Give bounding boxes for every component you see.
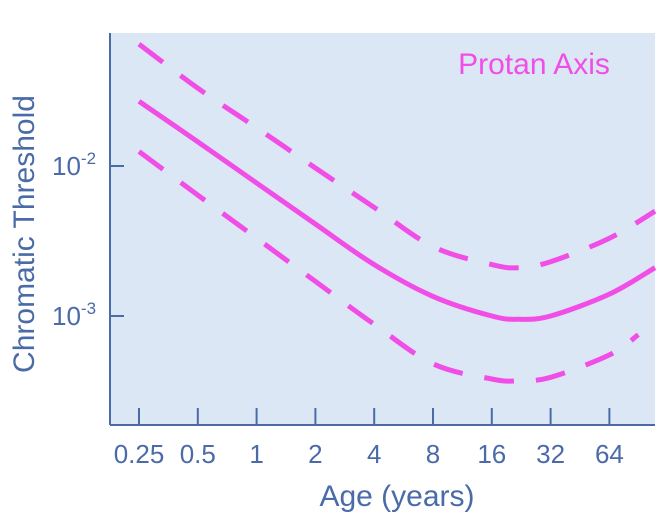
x-tick-label: 0.5 [180, 439, 216, 469]
series-line-3-dashed [137, 149, 640, 384]
x-tick-label: 8 [426, 439, 440, 469]
y-tick-exponent: -3 [81, 299, 96, 318]
series-line-1-dashed [137, 42, 657, 271]
y-tick-label: 10-3 [52, 299, 96, 331]
series-line-2-solid [137, 99, 657, 322]
x-tick-label: 0.25 [114, 439, 165, 469]
y-tick-base: 10 [52, 151, 81, 181]
y-axis-title: Chromatic Threshold [8, 95, 41, 373]
x-tick-label: 2 [308, 439, 322, 469]
x-tick-label: 64 [595, 439, 624, 469]
y-tick-layer: 10-210-3 [52, 149, 124, 331]
x-tick-label: 16 [477, 439, 506, 469]
x-tick-label: 32 [536, 439, 565, 469]
y-tick-base: 10 [52, 301, 81, 331]
x-tick-label: 4 [367, 439, 381, 469]
x-tick-label: 1 [249, 439, 263, 469]
y-tick-exponent: -2 [81, 149, 96, 168]
x-axis-title: Age (years) [319, 480, 474, 513]
plot-area [110, 33, 655, 425]
chart-title: Protan Axis [458, 48, 610, 81]
series-layer [137, 42, 657, 384]
x-tick-layer: 0.25 0.5 1 2 4 8 16 32 64 [114, 408, 624, 469]
y-tick-label: 10-2 [52, 149, 96, 181]
